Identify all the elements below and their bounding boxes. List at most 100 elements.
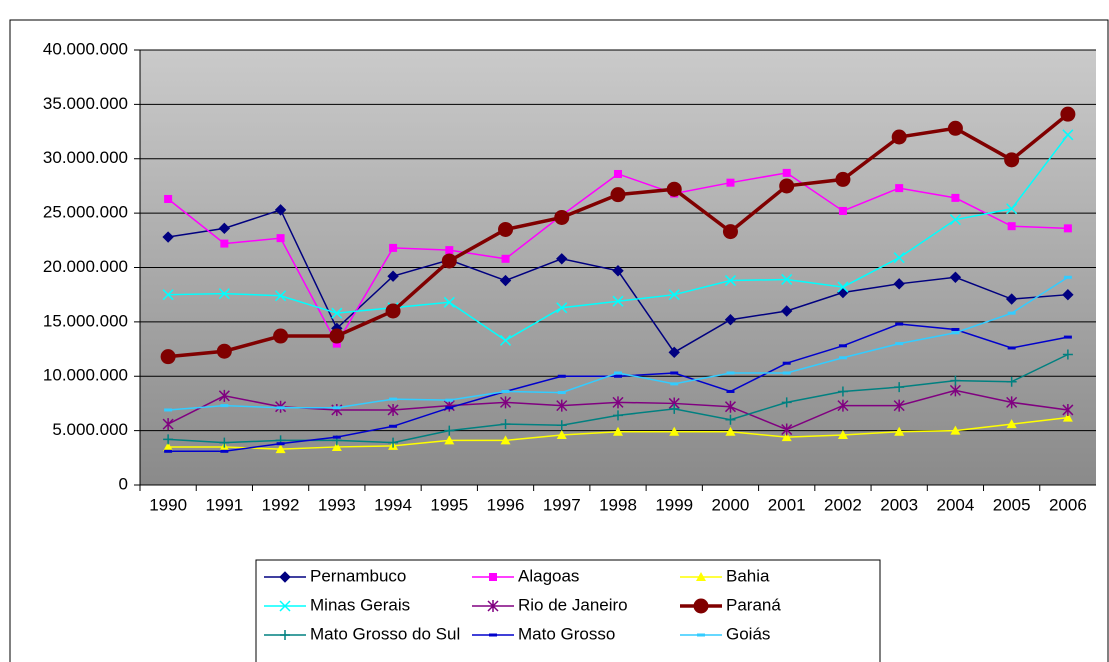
marker <box>693 598 709 614</box>
marker-part <box>893 399 905 412</box>
marker <box>837 429 848 439</box>
legend-label: Paraná <box>726 595 781 614</box>
marker-part <box>722 224 738 240</box>
marker <box>670 371 679 375</box>
marker-part <box>163 434 174 445</box>
marker-part <box>216 343 232 359</box>
marker-part <box>273 328 289 344</box>
marker <box>724 313 737 326</box>
marker <box>947 120 963 136</box>
marker-part <box>893 252 905 264</box>
marker <box>1062 288 1074 301</box>
marker-part <box>781 423 793 436</box>
marker-part <box>781 397 792 408</box>
marker <box>499 396 512 409</box>
marker <box>1060 106 1076 122</box>
marker <box>164 449 173 453</box>
marker-part <box>162 289 174 301</box>
marker-part <box>556 302 568 314</box>
marker <box>389 424 398 428</box>
marker-part <box>1006 203 1018 215</box>
marker-part <box>614 371 622 375</box>
marker-part <box>1007 222 1016 231</box>
marker-part <box>500 435 511 445</box>
marker-part <box>279 600 291 612</box>
marker-part <box>1063 335 1072 339</box>
marker-part <box>837 429 848 439</box>
marker <box>441 253 457 269</box>
marker-part <box>331 307 343 319</box>
marker-part <box>556 399 568 412</box>
marker <box>838 356 847 360</box>
y-tick-label: 15.000.000 <box>43 311 128 330</box>
marker <box>556 399 568 412</box>
marker <box>280 630 290 640</box>
marker <box>612 265 624 277</box>
marker-part <box>951 193 960 202</box>
marker-part <box>162 231 174 243</box>
marker <box>388 437 399 448</box>
marker-part <box>895 342 904 346</box>
legend-label: Mato Grosso <box>518 624 615 643</box>
marker <box>275 290 287 302</box>
y-tick-label: 35.000.000 <box>43 94 128 113</box>
marker <box>499 334 512 346</box>
marker <box>668 346 680 359</box>
x-tick-label: 1992 <box>262 495 300 514</box>
marker-part <box>389 424 398 428</box>
marker-part <box>725 426 736 436</box>
marker-part <box>279 571 291 583</box>
marker-part <box>1004 152 1020 168</box>
marker-part <box>163 441 174 451</box>
marker-part <box>487 600 499 612</box>
marker-part <box>613 410 623 421</box>
marker-part <box>724 275 737 287</box>
marker-part <box>779 178 795 194</box>
marker-part <box>164 408 173 412</box>
legend-label: Goiás <box>726 624 770 643</box>
marker-part <box>613 426 623 436</box>
marker <box>895 342 904 346</box>
marker-part <box>220 404 229 408</box>
marker <box>612 396 624 409</box>
marker <box>1006 203 1018 215</box>
marker <box>666 181 682 197</box>
marker <box>726 371 735 375</box>
marker-part <box>949 271 962 283</box>
marker <box>894 382 905 393</box>
marker-part <box>782 371 791 375</box>
marker-part <box>1062 349 1073 360</box>
marker-part <box>556 429 567 439</box>
marker <box>389 397 398 401</box>
marker <box>780 305 793 317</box>
marker-part <box>838 356 847 360</box>
marker <box>332 339 341 348</box>
marker <box>162 418 174 431</box>
x-tick-label: 2005 <box>993 495 1031 514</box>
marker <box>893 399 905 412</box>
x-tick-label: 2000 <box>712 495 750 514</box>
x-tick-label: 1998 <box>599 495 637 514</box>
marker-part <box>499 396 512 409</box>
marker-part <box>1062 412 1073 422</box>
marker <box>610 187 626 203</box>
marker <box>501 389 510 393</box>
x-tick-label: 2001 <box>768 495 806 514</box>
x-tick-label: 1996 <box>487 495 525 514</box>
marker <box>1007 222 1016 231</box>
marker <box>218 389 230 402</box>
marker-part <box>556 253 568 265</box>
marker <box>895 322 904 326</box>
marker-part <box>614 169 622 178</box>
marker <box>838 206 847 215</box>
marker-part <box>275 444 286 454</box>
marker-part <box>220 239 229 248</box>
marker-part <box>693 598 709 614</box>
marker <box>781 423 793 436</box>
marker <box>273 328 289 344</box>
marker-part <box>276 234 285 243</box>
marker <box>162 289 174 301</box>
marker <box>837 399 849 412</box>
marker-part <box>501 389 510 393</box>
